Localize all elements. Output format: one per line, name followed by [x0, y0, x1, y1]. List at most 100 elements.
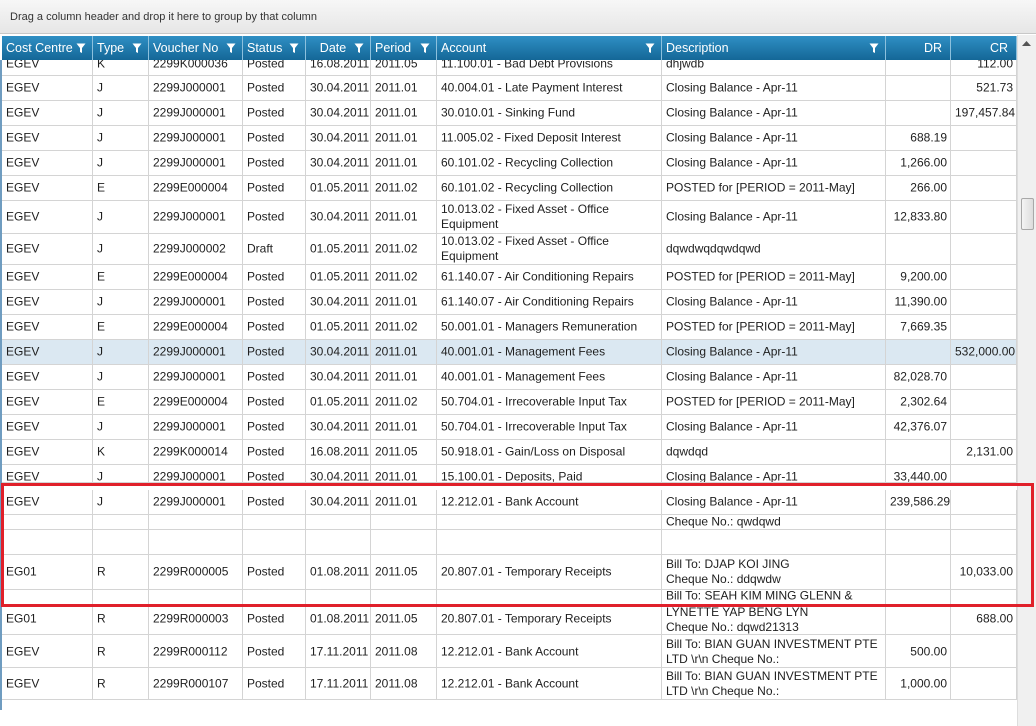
grid-row[interactable]: EGEV J 2299J000001 Posted 30.04.2011 2011.01 6… — [2, 290, 1017, 315]
cell-text: Draft — [247, 241, 274, 256]
cell-text: 40.001.01 - Management Fees — [441, 369, 606, 384]
scroll-thumb[interactable] — [1021, 198, 1034, 230]
cell-text: J — [97, 294, 103, 309]
grid-cell: K — [93, 60, 149, 75]
grid-cell: 15.100.01 - Deposits, Paid — [437, 465, 662, 482]
column-header[interactable]: Voucher No — [149, 36, 243, 60]
cell-text: 82,028.70 — [893, 369, 947, 384]
grid-cell: 2299J000001 — [149, 201, 243, 233]
grid-cell: EGEV — [2, 635, 93, 667]
cell-text: 20.807.01 - Temporary Receipts — [441, 611, 612, 626]
grid-row[interactable]: EGEV J 2299J000001 Posted 30.04.2011 2011.01 1… — [2, 465, 1017, 483]
cell-text: 30.04.2011 — [310, 155, 370, 170]
grid-row[interactable]: EGEV J 2299J000001 Posted 30.04.2011 2011.01 4… — [2, 76, 1017, 101]
grid-cell: E — [93, 315, 149, 339]
grid-row[interactable]: EGEV J 2299J000001 Posted 30.04.2011 2011.01 1… — [2, 490, 1017, 515]
column-header[interactable]: Account — [437, 36, 662, 60]
cell-text: 01.05.2011 — [310, 394, 370, 409]
cell-text: E — [97, 180, 106, 195]
grid-row[interactable] — [2, 530, 1017, 555]
cell-text: E — [97, 319, 106, 334]
cell-text: 688.00 — [976, 611, 1013, 626]
cell-text: EGEV — [6, 130, 40, 145]
cell-text: 50.704.01 - Irrecoverable Input Tax — [441, 394, 627, 409]
grid-cell — [93, 590, 149, 604]
grid-cell — [951, 515, 1017, 529]
cell-text: 33,440.00 — [893, 469, 947, 483]
grid-row[interactable]: EGEV E 2299E000004 Posted 01.05.2011 2011.02 6… — [2, 265, 1017, 290]
cell-text: Closing Balance - Apr-11 — [666, 155, 798, 170]
grid-row[interactable]: EGEV E 2299E000004 Posted 01.05.2011 2011.02 5… — [2, 315, 1017, 340]
grid-row[interactable]: EGEV J 2299J000001 Posted 30.04.2011 2011.01 4… — [2, 340, 1017, 365]
grid-row[interactable]: EG01 R 2299R000005 Posted 01.08.2011 2011.05 2… — [2, 555, 1017, 590]
cell-text: 2011.02 — [375, 394, 418, 409]
grid-cell: 1,266.00 — [886, 151, 951, 175]
grid-row[interactable]: EGEV R 2299R000112 Posted 17.11.2011 2011.08 1… — [2, 635, 1017, 668]
grid-cell: 521.73 — [951, 76, 1017, 100]
filter-icon[interactable] — [289, 43, 299, 54]
cell-text: 1,000.00 — [900, 676, 947, 691]
filter-icon[interactable] — [132, 43, 142, 54]
grid-cell: LYNETTE YAP BENG LYN Cheque No.: dqwd213… — [662, 605, 886, 634]
cell-text: 2011.02 — [375, 241, 418, 256]
filter-icon[interactable] — [869, 43, 879, 54]
grid-row[interactable]: EGEV J 2299J000002 Draft 01.05.2011 2011.02 10… — [2, 234, 1017, 265]
filter-icon[interactable] — [420, 43, 430, 54]
grid-cell — [149, 515, 243, 529]
filter-icon[interactable] — [645, 43, 655, 54]
grid-row[interactable]: EGEV J 2299J000001 Posted 30.04.2011 2011.01 1… — [2, 201, 1017, 234]
column-header[interactable]: DR — [886, 36, 951, 60]
filter-icon[interactable] — [226, 43, 236, 54]
grid-cell: Closing Balance - Apr-11 — [662, 490, 886, 514]
grid-row[interactable]: EGEV J 2299J000001 Posted 30.04.2011 2011.01 6… — [2, 151, 1017, 176]
grid-row[interactable]: EGEV J 2299J000001 Posted 30.04.2011 2011.01 4… — [2, 365, 1017, 390]
column-header[interactable]: Date — [306, 36, 371, 60]
column-header[interactable]: Type — [93, 36, 149, 60]
grid-cell: 10,033.00 — [951, 555, 1017, 589]
column-header-label: Period — [375, 41, 412, 55]
data-grid: Cost Centre Type Voucher No Status Date Perio… — [0, 35, 1036, 726]
grid-row[interactable]: EGEV K 2299K000014 Posted 16.08.2011 2011.05 5… — [2, 440, 1017, 465]
grid-cell: Cheque No.: qwdqwd — [662, 515, 886, 529]
grid-row[interactable]: EGEV E 2299E000004 Posted 01.05.2011 2011.02 5… — [2, 390, 1017, 415]
grid-cell — [437, 590, 662, 604]
column-header[interactable]: Description — [662, 36, 886, 60]
cell-text: 1,266.00 — [900, 155, 947, 170]
grid-row[interactable]: EGEV J 2299J000001 Posted 30.04.2011 2011.01 3… — [2, 101, 1017, 126]
scroll-up[interactable] — [1018, 35, 1035, 51]
column-header[interactable]: Period — [371, 36, 437, 60]
column-header[interactable]: Status — [243, 36, 306, 60]
grid-cell: 2011.08 — [371, 668, 437, 699]
cell-text: 50.001.01 - Managers Remuneration — [441, 319, 638, 334]
cell-text: dhjwdb — [666, 60, 705, 71]
grid-cell — [149, 530, 243, 554]
scrollbar[interactable] — [1017, 35, 1036, 726]
filter-icon[interactable] — [354, 43, 364, 54]
grid-cell: 2299E000004 — [149, 390, 243, 414]
grid-row[interactable]: EG01 R 2299R000003 Posted 01.08.2011 2011.05 2… — [2, 605, 1017, 635]
cell-text: EGEV — [6, 155, 40, 170]
grid-row[interactable]: Cheque No.: qwdqwd — [2, 515, 1017, 530]
cell-text: 30.04.2011 — [310, 344, 370, 359]
cell-text: 2011.05 — [375, 444, 418, 459]
group-panel[interactable]: Drag a column header and drop it here to… — [0, 0, 1036, 34]
cell-text: Posted — [247, 319, 285, 334]
cell-text: Posted — [247, 494, 285, 509]
column-header[interactable]: Cost Centre — [2, 36, 93, 60]
grid-row[interactable]: EGEV J 2299J000001 Posted 30.04.2011 2011.01 1… — [2, 126, 1017, 151]
cell-text: 2299J000001 — [153, 155, 226, 170]
grid-row[interactable]: EGEV J 2299J000001 Posted 30.04.2011 2011.01 5… — [2, 415, 1017, 440]
grid-cell: 239,586.29 — [886, 490, 951, 514]
grid-cell: 688.19 — [886, 126, 951, 150]
grid-row[interactable]: EGEV K 2299K000036 Posted 16.08.2011 2011.05 1… — [2, 60, 1017, 76]
column-header[interactable]: CR — [951, 36, 1017, 60]
cell-text: 2011.01 — [375, 209, 418, 224]
filter-icon[interactable] — [76, 43, 86, 54]
grid-cell: Draft — [243, 234, 306, 264]
grid-cell: 2299R000005 — [149, 555, 243, 589]
grid-cell: 40.004.01 - Late Payment Interest — [437, 76, 662, 100]
grid-row[interactable]: EGEV E 2299E000004 Posted 01.05.2011 2011.02 6… — [2, 176, 1017, 201]
grid-cell: EGEV — [2, 490, 93, 514]
cell-text: EGEV — [6, 419, 40, 434]
grid-row[interactable]: EGEV R 2299R000107 Posted 17.11.2011 2011.08 1… — [2, 668, 1017, 700]
